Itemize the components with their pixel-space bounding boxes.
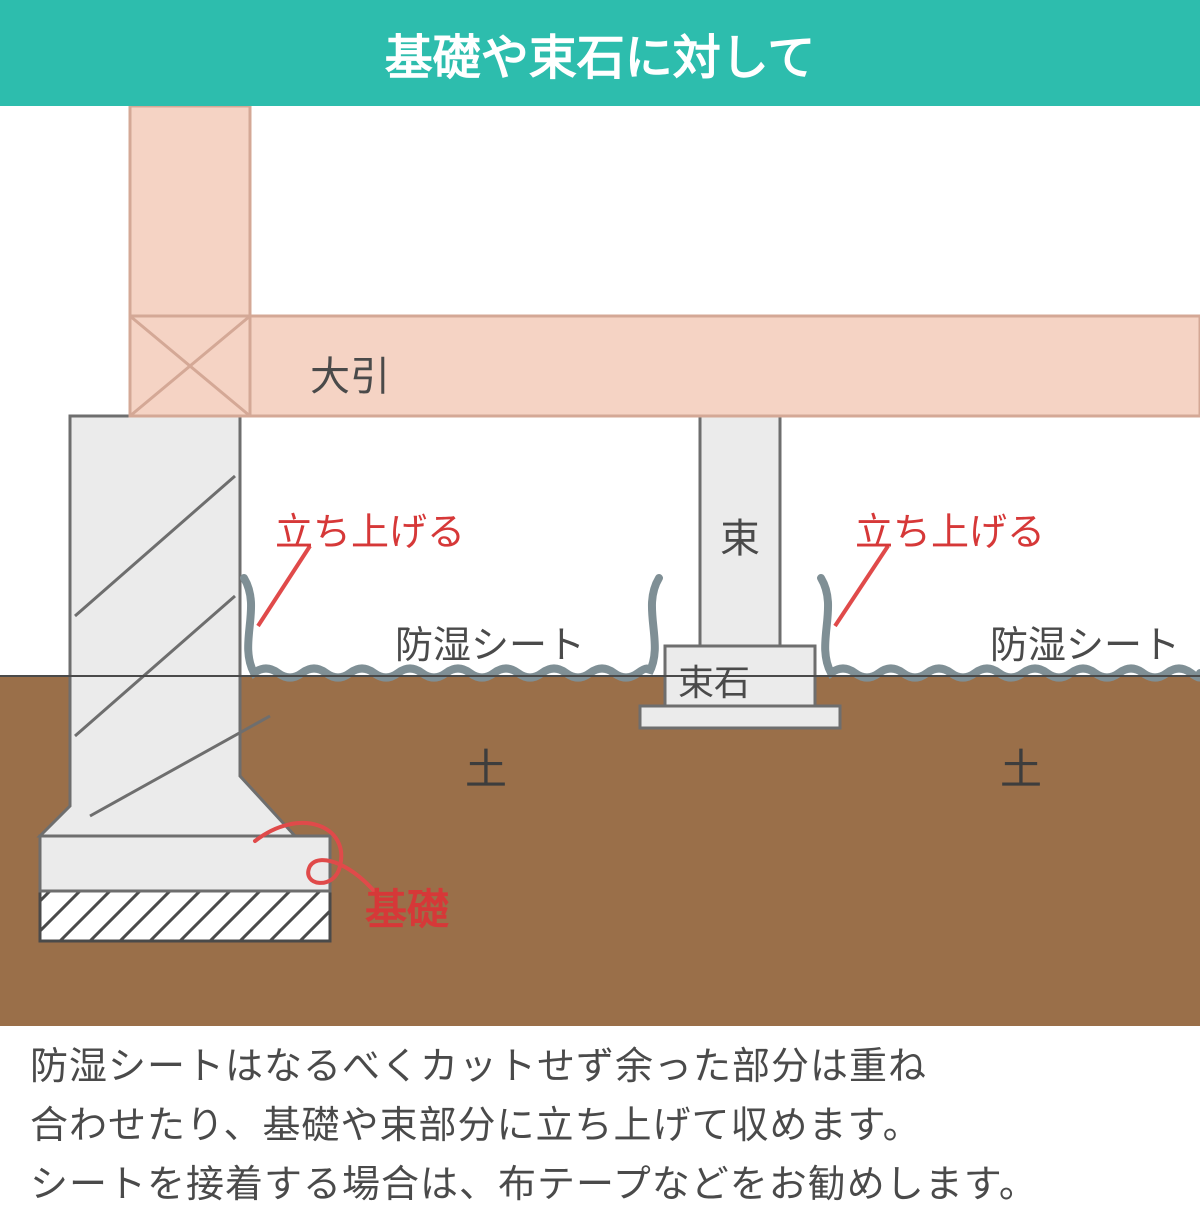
label-boushitsu-1: 防湿シート xyxy=(395,614,585,669)
label-oobiki: 大引 xyxy=(310,344,390,402)
caption-text: 防湿シートはなるべくカットせず余った部分は重ね 合わせたり、基礎や束部分に立ち上… xyxy=(0,1026,1200,1215)
diagram: 大引 束 束石 立ち上げる 立ち上げる 防湿シート 防湿シート 土 土 基礎 xyxy=(0,106,1200,1026)
label-tachiageru-2: 立ち上げる xyxy=(855,501,1045,556)
header-title: 基礎や束石に対して xyxy=(385,32,816,85)
label-kiso: 基礎 xyxy=(365,876,449,937)
header-bar: 基礎や束石に対して xyxy=(0,0,1200,106)
label-boushitsu-2: 防湿シート xyxy=(990,614,1180,669)
label-tsuka: 束 xyxy=(720,506,760,564)
label-tsukaishi: 束石 xyxy=(678,654,750,706)
caption-line-3: シートを接着する場合は、布テープなどをお勧めします。 xyxy=(30,1156,1170,1215)
foundation-diagram-svg xyxy=(0,106,1200,1026)
caption-line-1: 防湿シートはなるべくカットせず余った部分は重ね xyxy=(30,1038,1170,1097)
label-tachiageru-1: 立ち上げる xyxy=(275,501,465,556)
label-tsuchi-2: 土 xyxy=(1000,736,1042,797)
caption-line-2: 合わせたり、基礎や束部分に立ち上げて収めます。 xyxy=(30,1097,1170,1156)
label-tsuchi-1: 土 xyxy=(465,736,507,797)
